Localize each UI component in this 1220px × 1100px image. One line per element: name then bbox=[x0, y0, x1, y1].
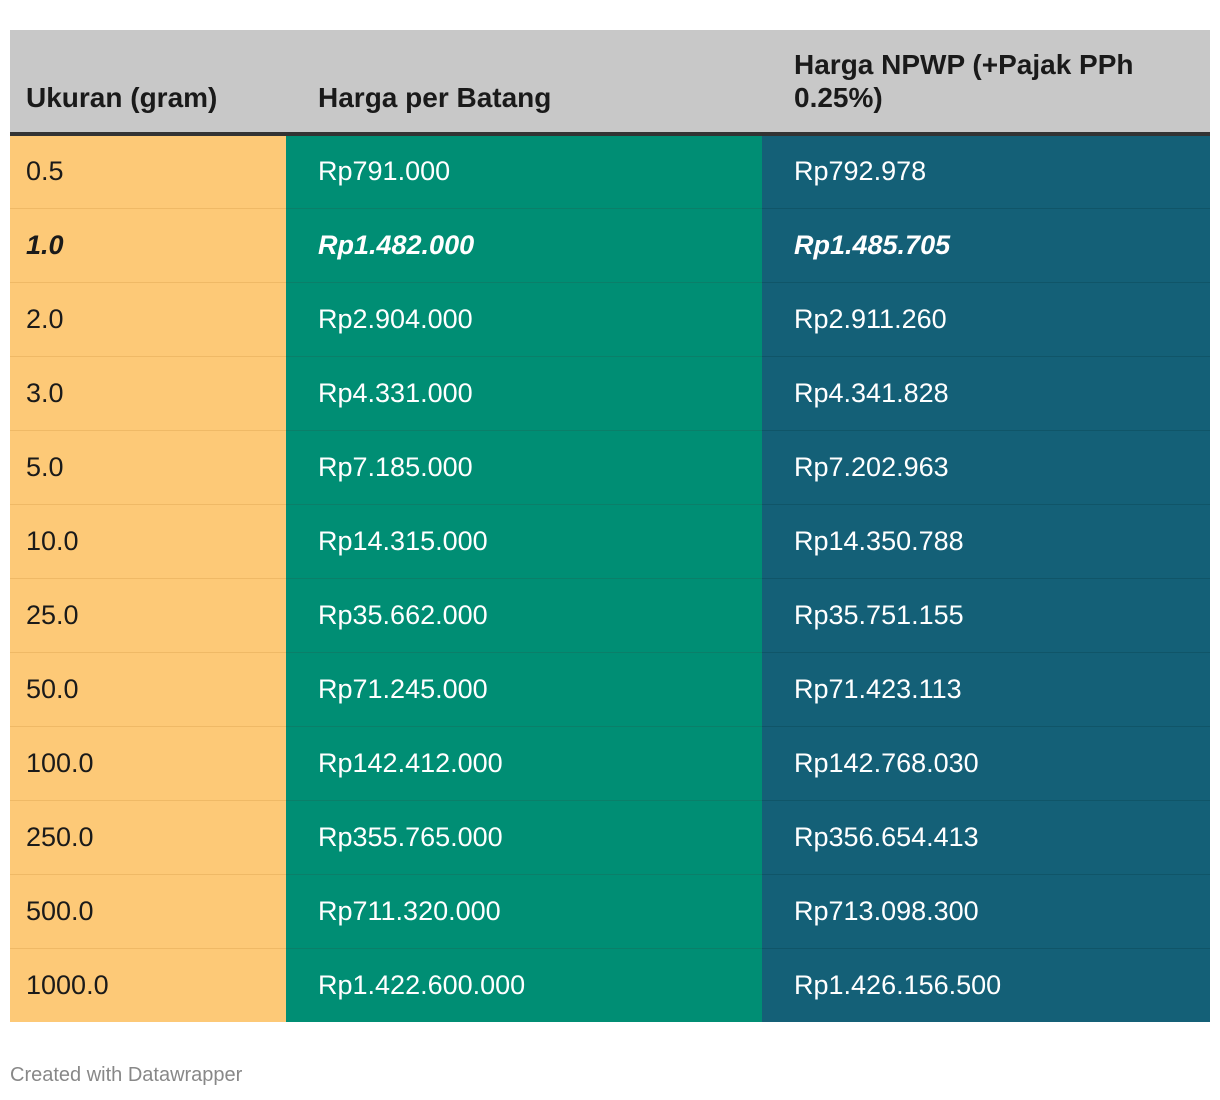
table-row: 5.0 Rp7.185.000 Rp7.202.963 bbox=[10, 430, 1210, 505]
gold-price-table: Ukuran (gram) Harga per Batang Harga NPW… bbox=[10, 30, 1210, 1022]
npwp-price-cell: Rp792.978 bbox=[762, 134, 1210, 209]
npwp-price-cell: Rp142.768.030 bbox=[762, 726, 1210, 801]
price-cell: Rp142.412.000 bbox=[286, 726, 762, 801]
npwp-price-cell: Rp14.350.788 bbox=[762, 504, 1210, 579]
price-table-container: Ukuran (gram) Harga per Batang Harga NPW… bbox=[10, 30, 1210, 1022]
table-row: 0.5 Rp791.000 Rp792.978 bbox=[10, 134, 1210, 209]
npwp-price-cell: Rp2.911.260 bbox=[762, 282, 1210, 357]
npwp-price-cell: Rp4.341.828 bbox=[762, 356, 1210, 431]
price-cell: Rp35.662.000 bbox=[286, 578, 762, 653]
size-cell: 250.0 bbox=[10, 800, 286, 875]
table-row: 100.0 Rp142.412.000 Rp142.768.030 bbox=[10, 726, 1210, 801]
price-cell: Rp711.320.000 bbox=[286, 874, 762, 949]
table-row: 250.0 Rp355.765.000 Rp356.654.413 bbox=[10, 800, 1210, 875]
price-cell: Rp4.331.000 bbox=[286, 356, 762, 431]
size-cell: 2.0 bbox=[10, 282, 286, 357]
npwp-price-cell: Rp71.423.113 bbox=[762, 652, 1210, 727]
price-cell: Rp791.000 bbox=[286, 134, 762, 209]
datawrapper-credit[interactable]: Created with Datawrapper bbox=[10, 1064, 243, 1086]
size-cell: 1000.0 bbox=[10, 948, 286, 1022]
npwp-price-cell: Rp356.654.413 bbox=[762, 800, 1210, 875]
npwp-price-cell: Rp713.098.300 bbox=[762, 874, 1210, 949]
table-row: 1.0 Rp1.482.000 Rp1.485.705 bbox=[10, 208, 1210, 283]
size-cell: 0.5 bbox=[10, 134, 286, 209]
size-cell: 5.0 bbox=[10, 430, 286, 505]
price-cell: Rp2.904.000 bbox=[286, 282, 762, 357]
column-header-npwp[interactable]: Harga NPWP (+Pajak PPh 0.25%) bbox=[762, 30, 1210, 136]
table-row: 500.0 Rp711.320.000 Rp713.098.300 bbox=[10, 874, 1210, 949]
header-row: Ukuran (gram) Harga per Batang Harga NPW… bbox=[10, 30, 1210, 136]
size-cell: 50.0 bbox=[10, 652, 286, 727]
price-cell: Rp355.765.000 bbox=[286, 800, 762, 875]
table-header: Ukuran (gram) Harga per Batang Harga NPW… bbox=[10, 30, 1210, 136]
table-row: 25.0 Rp35.662.000 Rp35.751.155 bbox=[10, 578, 1210, 653]
table-row: 3.0 Rp4.331.000 Rp4.341.828 bbox=[10, 356, 1210, 431]
table-body: 0.5 Rp791.000 Rp792.978 1.0 Rp1.482.000 Rp1.4… bbox=[10, 134, 1210, 1022]
price-cell: Rp71.245.000 bbox=[286, 652, 762, 727]
size-cell: 25.0 bbox=[10, 578, 286, 653]
npwp-price-cell: Rp7.202.963 bbox=[762, 430, 1210, 505]
price-cell: Rp1.422.600.000 bbox=[286, 948, 762, 1022]
size-cell: 500.0 bbox=[10, 874, 286, 949]
size-cell: 10.0 bbox=[10, 504, 286, 579]
size-cell: 3.0 bbox=[10, 356, 286, 431]
size-cell: 1.0 bbox=[10, 208, 286, 283]
price-cell: Rp7.185.000 bbox=[286, 430, 762, 505]
column-header-size[interactable]: Ukuran (gram) bbox=[10, 30, 286, 136]
npwp-price-cell: Rp35.751.155 bbox=[762, 578, 1210, 653]
table-row: 10.0 Rp14.315.000 Rp14.350.788 bbox=[10, 504, 1210, 579]
table-row: 50.0 Rp71.245.000 Rp71.423.113 bbox=[10, 652, 1210, 727]
npwp-price-cell: Rp1.426.156.500 bbox=[762, 948, 1210, 1022]
npwp-price-cell: Rp1.485.705 bbox=[762, 208, 1210, 283]
table-row: 1000.0 Rp1.422.600.000 Rp1.426.156.500 bbox=[10, 948, 1210, 1022]
table-row: 2.0 Rp2.904.000 Rp2.911.260 bbox=[10, 282, 1210, 357]
price-cell: Rp1.482.000 bbox=[286, 208, 762, 283]
price-cell: Rp14.315.000 bbox=[286, 504, 762, 579]
column-header-price[interactable]: Harga per Batang bbox=[286, 30, 762, 136]
size-cell: 100.0 bbox=[10, 726, 286, 801]
